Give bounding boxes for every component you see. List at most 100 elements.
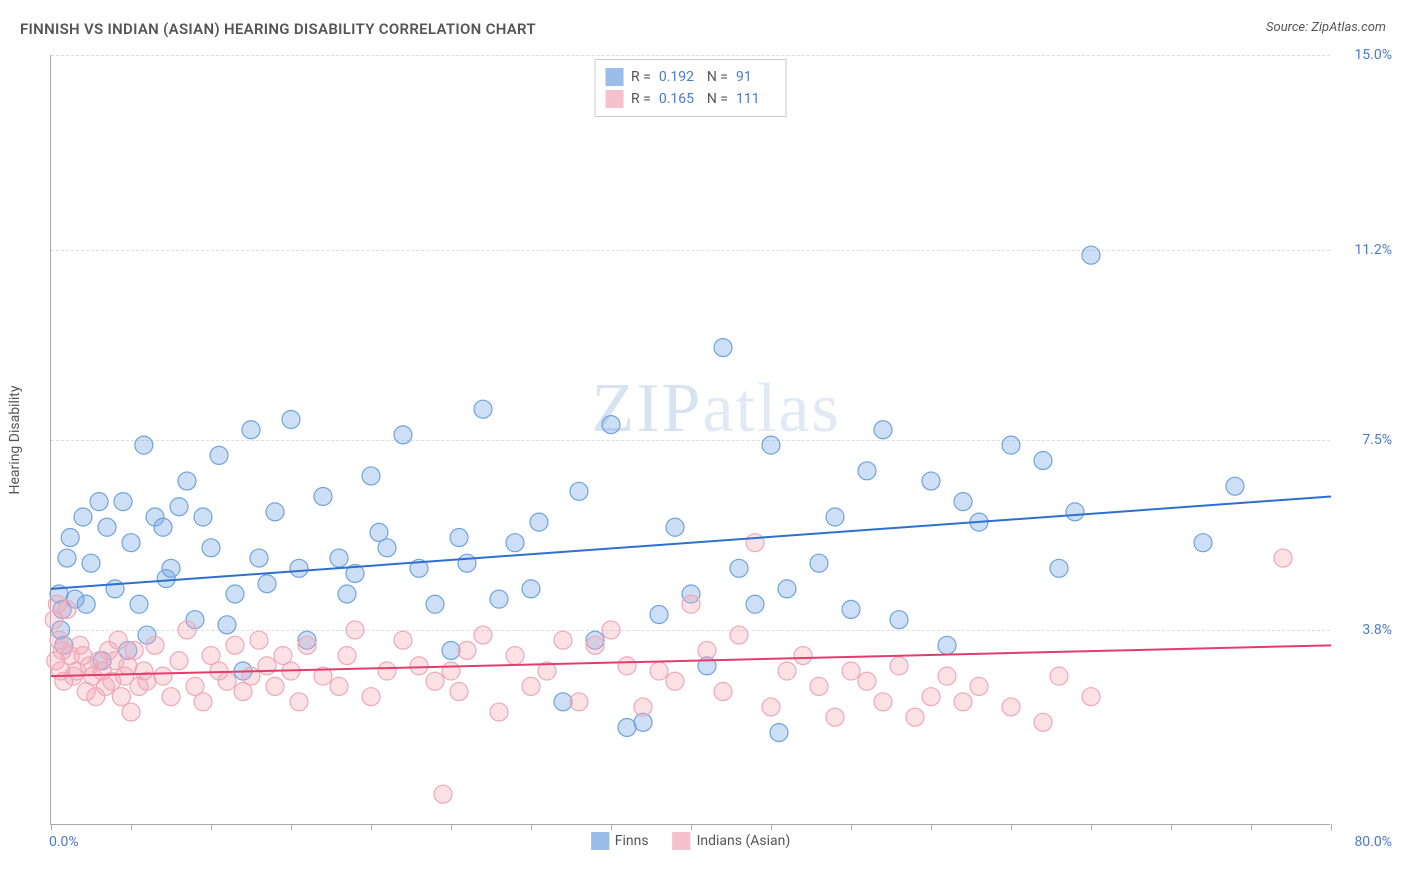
scatter-point (338, 585, 356, 603)
scatter-point (194, 508, 212, 526)
scatter-point (218, 672, 236, 690)
x-tick (51, 824, 52, 830)
scatter-point (810, 554, 828, 572)
scatter-point (250, 631, 268, 649)
scatter-point (570, 482, 588, 500)
scatter-point (346, 621, 364, 639)
scatter-point (634, 698, 652, 716)
y-tick-label: 11.2% (1354, 242, 1392, 258)
scatter-point (218, 616, 236, 634)
scatter-point (122, 703, 140, 721)
scatter-point (282, 410, 300, 428)
scatter-point (770, 724, 788, 742)
scatter-point (314, 487, 332, 505)
scatter-point (570, 693, 588, 711)
scatter-point (522, 677, 540, 695)
scatter-point (378, 539, 396, 557)
scatter-point (714, 683, 732, 701)
scatter-point (1274, 549, 1292, 567)
scatter-point (954, 693, 972, 711)
scatter-point (730, 626, 748, 644)
scatter-point (522, 580, 540, 598)
scatter-point (77, 595, 95, 613)
y-tick-label: 15.0% (1354, 47, 1392, 63)
scatter-point (1050, 667, 1068, 685)
scatter-point (458, 641, 476, 659)
scatter-point (226, 636, 244, 654)
scatter-point (530, 513, 548, 531)
scatter-point (474, 400, 492, 418)
scatter-point (290, 559, 308, 577)
legend-swatch-indians (673, 832, 691, 850)
scatter-point (858, 462, 876, 480)
scatter-point (826, 508, 844, 526)
y-axis-label: Hearing Disability (7, 385, 23, 494)
scatter-point (1082, 246, 1100, 264)
scatter-point (114, 493, 132, 511)
x-tick (531, 824, 532, 830)
scatter-point (650, 606, 668, 624)
scatter-point (290, 693, 308, 711)
scatter-point (202, 539, 220, 557)
scatter-point (666, 672, 684, 690)
scatter-point (458, 554, 476, 572)
scatter-point (874, 693, 892, 711)
scatter-point (826, 708, 844, 726)
scatter-point (194, 693, 212, 711)
scatter-point (554, 631, 572, 649)
scatter-point (666, 518, 684, 536)
legend-swatch-finns (591, 832, 609, 850)
trend-line (51, 496, 1331, 588)
scatter-point (162, 688, 180, 706)
scatter-point (250, 549, 268, 567)
scatter-point (258, 657, 276, 675)
scatter-point (426, 672, 444, 690)
y-tick-label: 7.5% (1362, 432, 1392, 448)
scatter-point (1002, 436, 1020, 454)
scatter-point (178, 621, 196, 639)
scatter-point (410, 657, 428, 675)
scatter-svg (51, 55, 1330, 824)
scatter-point (362, 688, 380, 706)
scatter-point (730, 559, 748, 577)
y-tick-label: 3.8% (1362, 622, 1392, 638)
scatter-point (490, 703, 508, 721)
scatter-point (434, 785, 452, 803)
x-axis-end-label: 80.0% (1354, 834, 1392, 850)
scatter-point (618, 657, 636, 675)
scatter-point (858, 672, 876, 690)
scatter-point (1194, 534, 1212, 552)
scatter-point (154, 667, 172, 685)
scatter-point (258, 575, 276, 593)
scatter-point (394, 426, 412, 444)
scatter-point (338, 647, 356, 665)
scatter-point (58, 600, 76, 618)
scatter-point (130, 595, 148, 613)
scatter-point (938, 636, 956, 654)
scatter-point (162, 559, 180, 577)
scatter-point (954, 493, 972, 511)
x-tick (1251, 824, 1252, 830)
scatter-point (762, 436, 780, 454)
x-tick (851, 824, 852, 830)
scatter-point (586, 636, 604, 654)
scatter-point (170, 652, 188, 670)
scatter-point (650, 662, 668, 680)
x-tick (211, 824, 212, 830)
scatter-point (58, 549, 76, 567)
scatter-point (210, 446, 228, 464)
scatter-point (178, 472, 196, 490)
legend-series: Finns Indians (Asian) (591, 832, 791, 850)
legend-label-finns: Finns (615, 833, 649, 849)
scatter-point (602, 621, 620, 639)
scatter-point (125, 641, 143, 659)
scatter-point (1226, 477, 1244, 495)
x-tick (451, 824, 452, 830)
scatter-point (90, 493, 108, 511)
scatter-point (266, 677, 284, 695)
legend-item-finns: Finns (591, 832, 649, 850)
chart-title: FINNISH VS INDIAN (ASIAN) HEARING DISABI… (20, 20, 536, 38)
scatter-point (506, 647, 524, 665)
scatter-point (1034, 713, 1052, 731)
scatter-point (242, 667, 260, 685)
